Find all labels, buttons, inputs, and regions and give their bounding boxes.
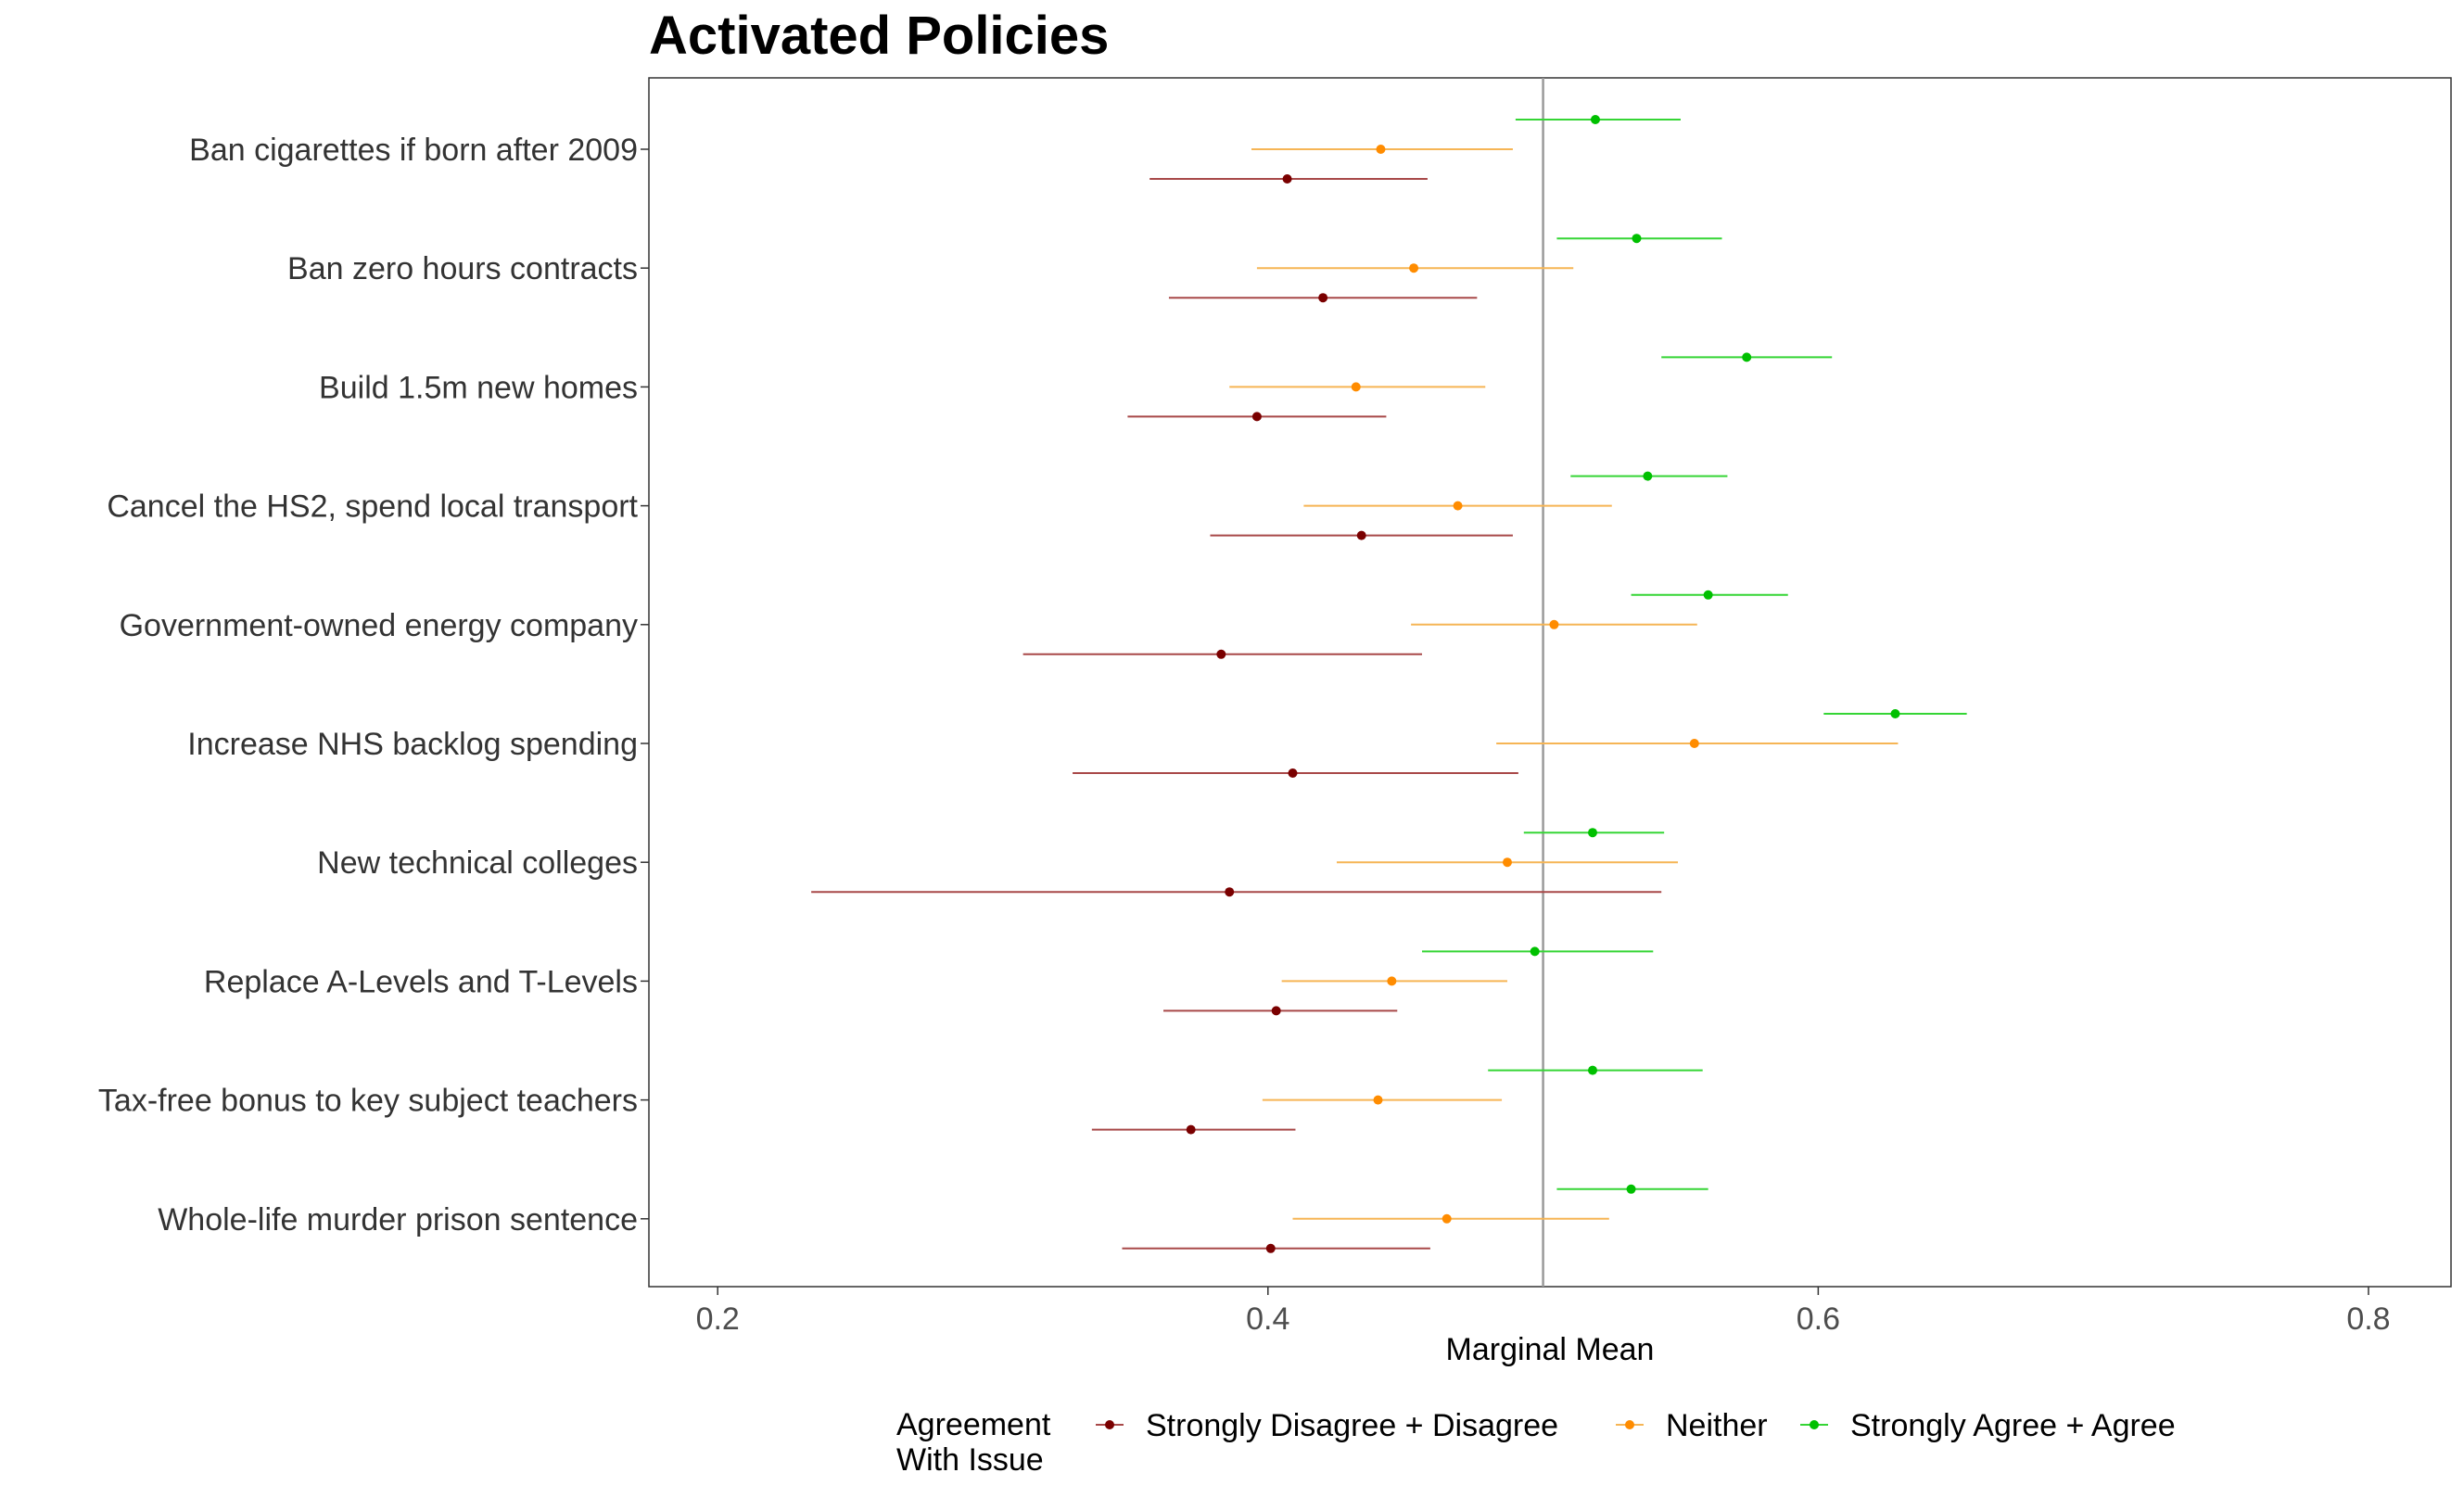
- estimate-point: [1216, 649, 1226, 659]
- estimate-point: [1530, 946, 1540, 957]
- estimate-point: [1549, 619, 1559, 629]
- estimate-point: [1502, 857, 1512, 868]
- estimate-point: [1282, 174, 1292, 184]
- estimate-point: [1251, 412, 1262, 422]
- category-label: Whole-life murder prison sentence: [158, 1202, 638, 1238]
- legend-items: Strongly Disagree + Disagree Neither Stron…: [1096, 1408, 2176, 1443]
- estimate-point: [1376, 145, 1386, 154]
- estimate-point: [1271, 1006, 1281, 1016]
- estimate-point: [1387, 976, 1397, 986]
- category-label: Tax-free bonus to key subject teachers: [98, 1084, 638, 1119]
- x-tick-label: 0.2: [696, 1301, 740, 1337]
- estimate-point: [1265, 1243, 1276, 1253]
- x-tick-label: 0.6: [1797, 1301, 1840, 1337]
- x-tick-label: 0.8: [2346, 1301, 2390, 1337]
- category-labels: Ban cigarettes if born after 2009 Ban zer…: [98, 133, 649, 1238]
- legend-key-point: [1625, 1420, 1634, 1429]
- x-axis-label: Marginal Mean: [1446, 1332, 1655, 1367]
- category-label: Ban zero hours contracts: [287, 251, 638, 286]
- x-axis: 0.2 0.4 0.6 0.8: [696, 1287, 2391, 1337]
- estimate-point: [1288, 768, 1298, 778]
- legend-label: Strongly Disagree + Disagree: [1146, 1408, 1558, 1443]
- estimate-point: [1373, 1095, 1383, 1105]
- legend-key-point: [1105, 1420, 1114, 1429]
- estimate-point: [1643, 471, 1653, 481]
- legend-label: Strongly Agree + Agree: [1850, 1408, 2176, 1443]
- legend-title-line2: With Issue: [896, 1442, 1044, 1478]
- legend: Agreement With Issue Strongly Disagree +…: [896, 1407, 2176, 1478]
- estimate-point: [1318, 293, 1328, 303]
- estimate-point: [1632, 234, 1642, 244]
- category-label: Increase NHS backlog spending: [187, 727, 638, 762]
- category-label: Cancel the HS2, spend local transport: [107, 489, 638, 525]
- estimate-point: [1351, 382, 1361, 392]
- estimate-point: [1626, 1184, 1636, 1194]
- estimate-point: [1442, 1213, 1452, 1224]
- estimate-point: [1588, 828, 1598, 838]
- estimate-point: [1588, 1065, 1598, 1075]
- estimate-point: [1590, 115, 1600, 124]
- estimate-point: [1703, 590, 1713, 600]
- estimate-point: [1186, 1124, 1196, 1135]
- x-tick-label: 0.4: [1246, 1301, 1289, 1337]
- category-label: Government-owned energy company: [120, 608, 638, 643]
- estimate-point: [1225, 887, 1235, 897]
- estimate-point: [1890, 709, 1900, 718]
- estimate-point: [1689, 739, 1699, 748]
- category-label: Build 1.5m new homes: [319, 370, 638, 405]
- plot-panel: [648, 77, 2452, 1288]
- category-label: Replace A-Levels and T-Levels: [204, 964, 638, 999]
- estimate-point: [1356, 530, 1366, 540]
- category-label: New technical colleges: [317, 845, 638, 881]
- legend-title-line1: Agreement: [896, 1407, 1051, 1442]
- estimate-point: [1409, 263, 1419, 273]
- estimate-points: [1186, 115, 1900, 1253]
- category-label: Ban cigarettes if born after 2009: [189, 133, 638, 168]
- legend-key-point: [1810, 1420, 1819, 1429]
- estimate-point: [1453, 501, 1463, 511]
- chart-title: Activated Policies: [649, 6, 1109, 66]
- estimate-point: [1742, 352, 1752, 362]
- legend-label: Neither: [1666, 1408, 1768, 1443]
